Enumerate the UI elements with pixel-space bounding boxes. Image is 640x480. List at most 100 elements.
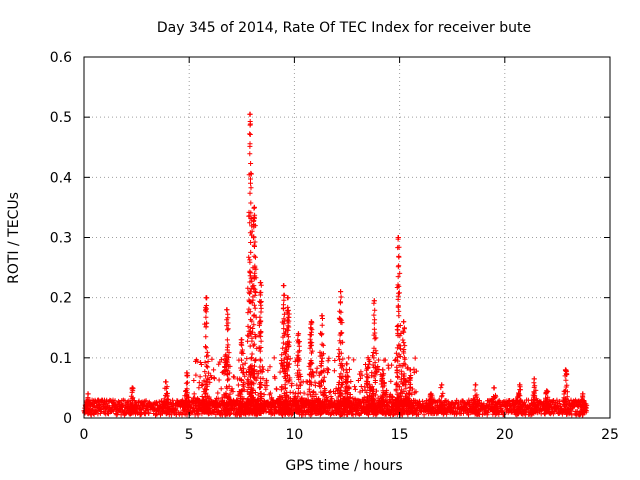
- data-point: [562, 403, 567, 409]
- data-point: [272, 375, 278, 381]
- data-point: [290, 390, 296, 396]
- data-point: [544, 397, 550, 403]
- data-point: [472, 382, 478, 388]
- data-point: [249, 380, 255, 386]
- data-point: [341, 409, 346, 415]
- data-point: [371, 345, 377, 351]
- data-point: [248, 249, 254, 255]
- data-point: [580, 391, 586, 397]
- data-point: [251, 341, 257, 347]
- data-point: [247, 279, 253, 285]
- data-point: [349, 411, 355, 417]
- data-point: [381, 409, 387, 415]
- data-point: [559, 409, 565, 415]
- data-point: [257, 314, 263, 320]
- data-point: [204, 363, 209, 369]
- data-point: [579, 399, 585, 405]
- data-point: [400, 337, 406, 343]
- data-point: [184, 394, 190, 400]
- data-point: [191, 378, 197, 383]
- data-point: [205, 408, 211, 414]
- data-point: [255, 371, 261, 377]
- data-point: [225, 320, 231, 326]
- data-point: [324, 395, 330, 400]
- data-point: [466, 412, 471, 418]
- data-point: [203, 314, 209, 320]
- data-point: [564, 394, 570, 400]
- data-point: [297, 371, 303, 377]
- data-point: [495, 408, 501, 414]
- data-point: [301, 390, 307, 396]
- data-point: [338, 309, 344, 315]
- data-point: [311, 373, 317, 379]
- data-point: [563, 377, 569, 383]
- data-point: [218, 386, 224, 392]
- data-point: [402, 343, 408, 349]
- data-point: [472, 387, 478, 393]
- data-point: [474, 399, 480, 404]
- data-point: [274, 386, 280, 392]
- data-point: [267, 364, 273, 370]
- data-point: [221, 371, 227, 377]
- data-point: [388, 378, 394, 384]
- data-point: [396, 352, 402, 358]
- data-point: [296, 331, 302, 337]
- data-point: [531, 376, 537, 382]
- data-point: [280, 334, 286, 340]
- data-point: [401, 388, 407, 394]
- data-point: [130, 395, 136, 401]
- data-point: [252, 273, 258, 279]
- data-point: [331, 368, 337, 374]
- data-point: [85, 399, 91, 405]
- data-point: [248, 176, 253, 182]
- data-point: [371, 298, 377, 304]
- data-point: [287, 377, 293, 383]
- data-point: [544, 406, 550, 411]
- data-point: [200, 406, 206, 412]
- data-point: [248, 317, 254, 323]
- data-point: [242, 360, 248, 366]
- data-point: [319, 341, 325, 347]
- data-point: [238, 367, 244, 373]
- data-point: [261, 408, 267, 414]
- data-point: [200, 382, 206, 388]
- data-point: [196, 402, 201, 408]
- data-point: [338, 289, 344, 295]
- data-point: [281, 318, 287, 324]
- data-point: [308, 366, 314, 372]
- data-point: [219, 357, 225, 363]
- data-point: [344, 387, 350, 393]
- data-point: [204, 353, 209, 359]
- y-axis-label: ROTI / TECUs: [6, 192, 22, 284]
- data-point: [257, 348, 263, 354]
- data-point: [317, 370, 323, 376]
- data-point: [225, 377, 230, 383]
- data-point: [202, 369, 208, 375]
- data-point: [241, 379, 247, 385]
- data-point: [338, 350, 344, 356]
- data-point: [371, 332, 377, 338]
- data-point: [396, 313, 402, 319]
- data-point: [563, 388, 568, 394]
- data-point: [338, 319, 344, 325]
- data-point: [252, 358, 258, 364]
- data-point: [248, 240, 254, 245]
- data-point: [296, 367, 302, 373]
- data-point: [439, 382, 445, 388]
- data-point: [224, 323, 230, 329]
- data-point: [183, 380, 189, 386]
- data-point: [396, 254, 402, 260]
- data-point: [338, 299, 343, 305]
- x-tick-label: 15: [391, 427, 409, 443]
- data-point: [281, 326, 287, 332]
- data-point: [395, 264, 401, 270]
- data-point: [308, 358, 314, 363]
- data-point: [283, 398, 289, 404]
- data-point: [247, 190, 253, 196]
- data-point: [258, 319, 264, 325]
- data-point: [225, 395, 231, 401]
- data-point: [344, 378, 350, 384]
- data-point: [436, 397, 442, 403]
- data-point: [206, 370, 212, 376]
- data-point: [203, 390, 209, 396]
